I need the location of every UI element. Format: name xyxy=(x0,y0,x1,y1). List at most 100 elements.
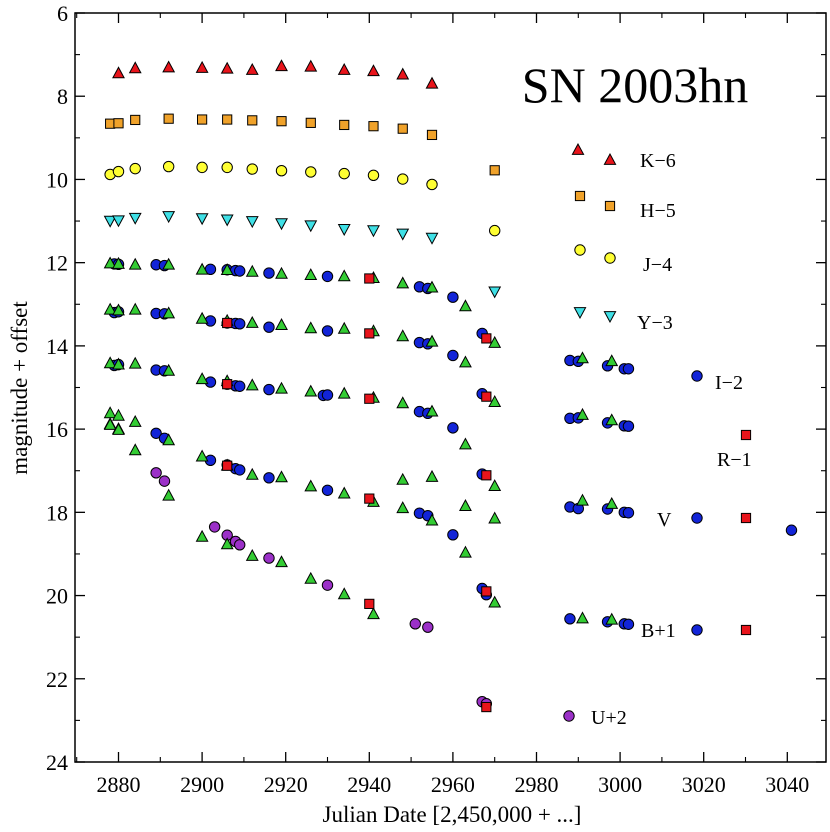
data-point xyxy=(426,129,438,141)
data-point xyxy=(425,404,439,417)
data-point xyxy=(263,472,275,484)
data-point xyxy=(488,595,502,608)
data-point xyxy=(162,363,176,376)
y-tick-label: 6 xyxy=(57,1,68,26)
legend-marker xyxy=(574,190,586,202)
legend-label: R−1 xyxy=(717,449,752,471)
data-point xyxy=(481,470,492,481)
data-point xyxy=(321,389,334,401)
data-point xyxy=(368,121,379,132)
data-point xyxy=(337,62,351,75)
data-point xyxy=(222,379,233,390)
data-point xyxy=(605,612,619,625)
data-point xyxy=(112,303,125,316)
data-point xyxy=(425,280,439,293)
legend-marker xyxy=(691,624,703,636)
data-point xyxy=(103,256,117,269)
data-point xyxy=(337,587,351,600)
data-point xyxy=(397,123,408,134)
data-point xyxy=(304,220,318,233)
data-points xyxy=(103,59,635,713)
x-tick-label: 2940 xyxy=(347,772,391,797)
y-tick-label: 8 xyxy=(57,84,68,109)
legend-marker xyxy=(740,624,752,636)
data-point xyxy=(222,114,233,125)
data-point xyxy=(234,265,246,277)
legend-marker xyxy=(603,311,617,324)
data-point xyxy=(409,618,421,630)
data-point xyxy=(488,395,502,407)
legend-marker xyxy=(740,512,752,524)
legend-entry: H−5 xyxy=(574,190,676,222)
legend-marker xyxy=(574,244,586,256)
data-point xyxy=(304,321,318,334)
x-tick-label: 2960 xyxy=(431,772,475,797)
data-point xyxy=(163,113,174,124)
x-axis-label: Julian Date [2,450,000 + ...] xyxy=(323,802,582,827)
data-point xyxy=(622,618,635,630)
data-point xyxy=(112,422,125,435)
data-point xyxy=(304,59,318,72)
data-point xyxy=(195,262,209,275)
data-point xyxy=(337,486,351,499)
data-point xyxy=(263,552,275,564)
data-point xyxy=(246,163,258,175)
data-point xyxy=(245,378,259,391)
legend-marker xyxy=(604,200,616,212)
legend-marker xyxy=(571,142,585,155)
data-point xyxy=(459,299,472,312)
data-point xyxy=(150,427,162,439)
data-point xyxy=(489,224,501,237)
x-tick-label: 3040 xyxy=(765,772,809,797)
data-point xyxy=(488,286,502,299)
data-point xyxy=(425,334,439,347)
data-point xyxy=(263,267,275,279)
series-r-1 xyxy=(108,306,635,432)
data-point xyxy=(304,384,318,397)
data-point xyxy=(245,216,259,229)
y-tick-label: 24 xyxy=(46,750,68,775)
data-point xyxy=(103,417,117,430)
data-point xyxy=(576,351,589,364)
data-point xyxy=(304,571,318,584)
data-point xyxy=(425,76,439,89)
data-point xyxy=(263,383,275,396)
data-point xyxy=(339,119,350,131)
plot-frame xyxy=(74,12,827,763)
data-point xyxy=(275,165,288,177)
data-point xyxy=(396,472,410,485)
data-point xyxy=(321,325,334,337)
data-point xyxy=(397,173,409,185)
data-point xyxy=(605,413,619,426)
data-point xyxy=(321,484,334,496)
data-point xyxy=(112,357,125,370)
axis-ticks: 6 8 10 12 14 16 18 20 22 24 2880 2900 2920 2940 2960 29… xyxy=(46,1,826,797)
data-point xyxy=(275,470,288,483)
data-point xyxy=(275,59,288,72)
y-tick-label: 14 xyxy=(46,334,68,359)
data-point xyxy=(425,469,439,482)
data-point xyxy=(128,443,142,456)
legend-marker xyxy=(573,307,587,320)
data-point xyxy=(304,479,318,492)
data-point xyxy=(396,501,410,514)
data-point xyxy=(276,116,287,127)
series-red-squares xyxy=(222,273,492,713)
data-point xyxy=(112,66,125,79)
data-point xyxy=(425,513,439,526)
data-point xyxy=(162,160,175,173)
data-point xyxy=(128,302,142,315)
data-point xyxy=(103,302,117,315)
series-y-3 xyxy=(103,211,502,299)
data-point xyxy=(129,162,141,175)
data-point xyxy=(396,329,410,342)
data-point xyxy=(245,548,259,561)
data-point xyxy=(321,270,334,283)
data-point xyxy=(481,333,492,344)
series-b-1 xyxy=(150,427,635,630)
data-point xyxy=(367,169,380,181)
data-point xyxy=(321,579,334,591)
data-point xyxy=(396,276,410,289)
data-point xyxy=(488,335,502,348)
